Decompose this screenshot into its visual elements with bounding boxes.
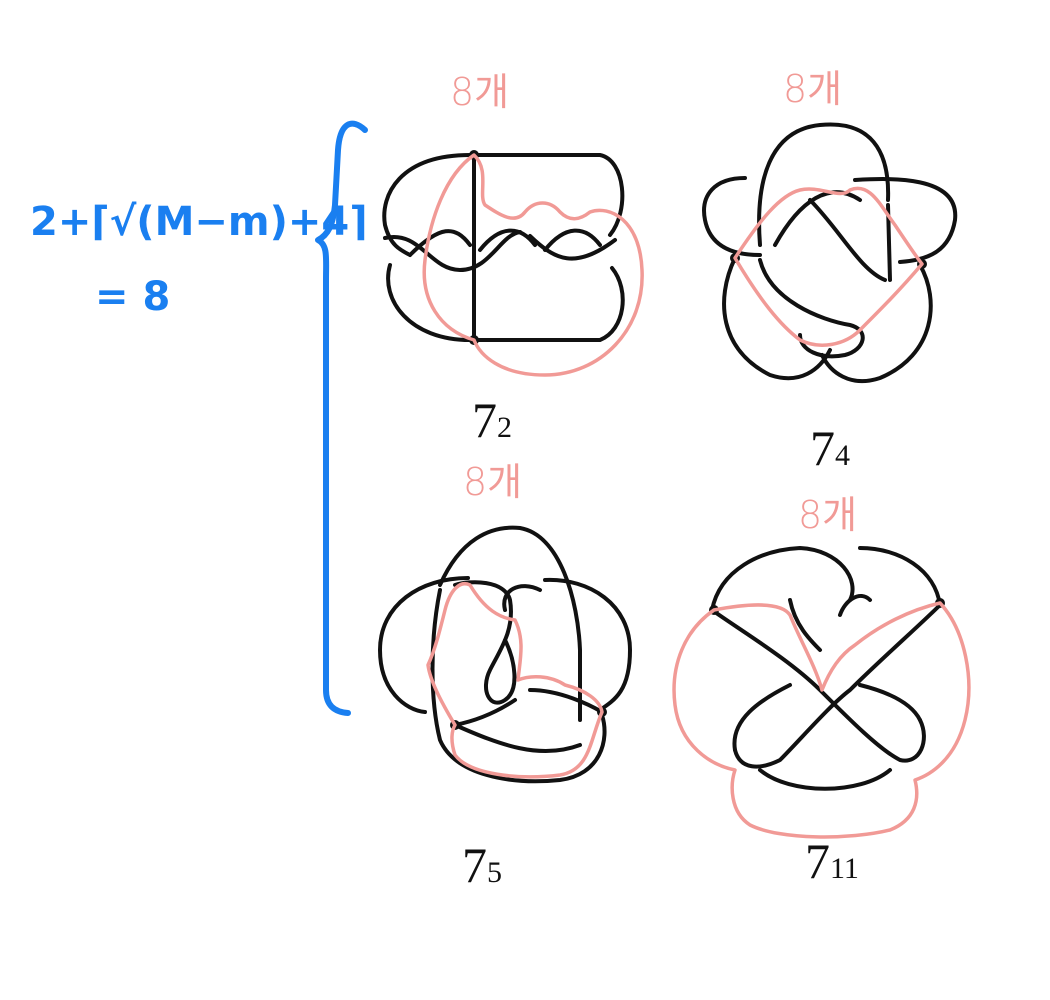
knot-name-7-5: 75: [462, 837, 502, 893]
count-label-7-11: 8개: [798, 493, 857, 537]
count-label-7-2: 8개: [450, 70, 509, 114]
knot-7-2: 72: [382, 150, 644, 448]
knot-7-5: 75: [378, 525, 632, 893]
knot-name-7-2: 72: [472, 392, 512, 448]
knot-name-7-11: 711: [805, 833, 859, 889]
knot-name-7-4: 74: [810, 420, 850, 476]
curly-brace: [315, 120, 368, 716]
knot-7-11: 711: [672, 546, 971, 889]
formula-line-2: = 8: [95, 274, 170, 320]
formula-line-1: 2+⌈√(M−m)+4⌉: [30, 199, 368, 245]
knot-7-4: 74: [702, 122, 958, 476]
count-label-7-4: 8개: [783, 67, 842, 111]
count-label-7-5: 8개: [463, 460, 522, 504]
formula-group: 2+⌈√(M−m)+4⌉ = 8: [30, 120, 368, 716]
